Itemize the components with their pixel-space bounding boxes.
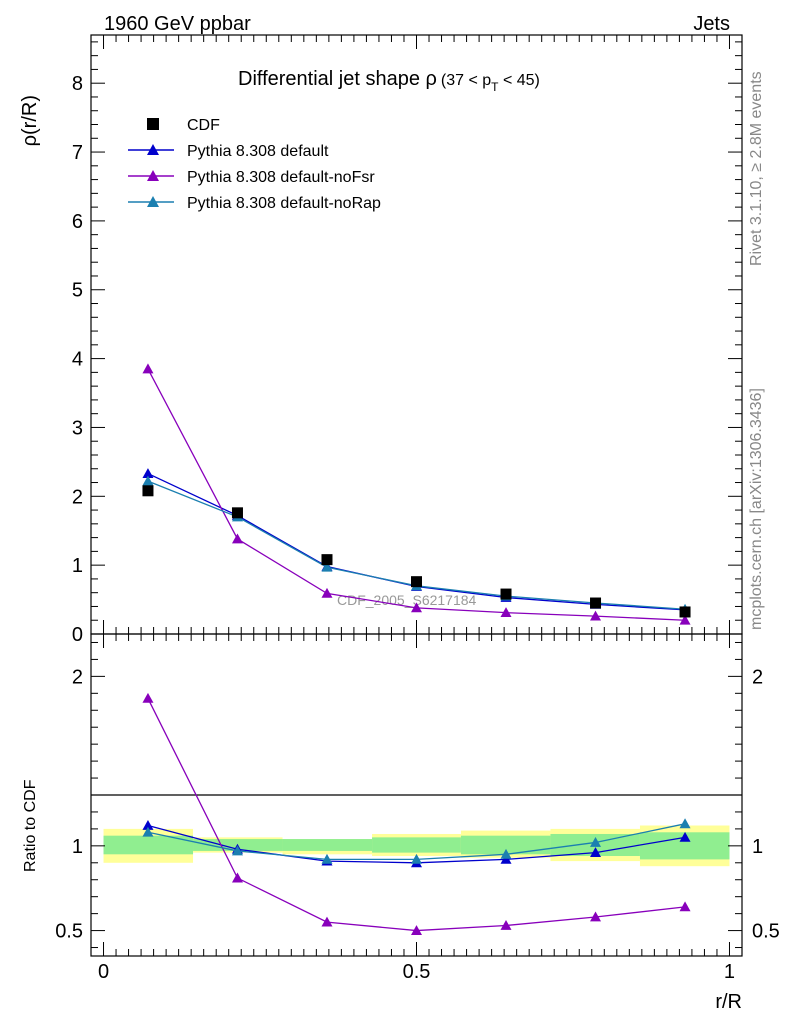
series-point-ratio xyxy=(590,911,602,922)
analysis-watermark: CDF_2005_S6217184 xyxy=(337,592,477,608)
series-point-ratio xyxy=(142,820,154,830)
series-point-main xyxy=(411,602,422,613)
y-tick-label: 7 xyxy=(72,142,83,164)
legend-label-default: Pythia 8.308 default xyxy=(187,143,329,160)
mcplots-label: mcplots.cern.ch [arXiv:1306.3436] xyxy=(748,388,765,630)
series-point-ratio xyxy=(321,853,333,864)
data-point xyxy=(679,606,691,618)
series-point-main xyxy=(142,475,154,486)
x-tick-label: 0.5 xyxy=(403,961,431,983)
series-point-ratio xyxy=(500,853,512,864)
main-ylabel: ρ(r/R) xyxy=(19,95,41,146)
data-point xyxy=(142,485,154,497)
y-tick-label: 2 xyxy=(72,486,83,508)
process-label: Jets xyxy=(693,13,730,35)
series-point-main xyxy=(142,468,154,478)
series-point-main xyxy=(679,614,691,625)
legend-marker-norap xyxy=(147,196,159,207)
series-point-ratio xyxy=(500,919,512,930)
data-point xyxy=(590,597,602,609)
legend-label-norap: Pythia 8.308 default-noRap xyxy=(187,195,381,212)
series-point-main xyxy=(500,607,512,618)
series-point-ratio xyxy=(321,916,333,927)
axes-layer: 0 0.5 1 0 1 2 3 4 5 6 7 8 0.5 0.5 1 1 2 2 xyxy=(55,35,780,983)
ratio-y-tick-label: 0.5 xyxy=(55,921,83,943)
series-point-ratio xyxy=(590,847,602,858)
data-point xyxy=(231,507,243,519)
title-range-post: < 45) xyxy=(499,72,540,89)
rivet-label: Rivet 3.1.10, ≥ 2.8M events xyxy=(748,71,765,266)
data-point xyxy=(321,554,333,566)
x-tick-label: 1 xyxy=(724,961,735,983)
series-point-ratio xyxy=(679,831,691,842)
data-point xyxy=(411,576,422,588)
ratio-y-tick-label-right: 2 xyxy=(752,666,763,688)
ratio-y-tick-label: 2 xyxy=(72,666,83,688)
legend-label-nofsr: Pythia 8.308 default-noFsr xyxy=(187,169,375,186)
series-point-ratio xyxy=(231,872,243,883)
ratio-band-inner xyxy=(372,837,461,853)
ratio-y-tick-label-right: 1 xyxy=(752,836,763,858)
series-point-ratio xyxy=(411,853,422,864)
ratio-plot-frame xyxy=(90,633,743,957)
series-point-ratio xyxy=(231,845,243,856)
series-point-ratio xyxy=(142,692,154,703)
title-main: Differential jet shape ρ xyxy=(238,68,437,90)
series-point-main xyxy=(321,587,333,598)
y-tick-label: 5 xyxy=(72,280,83,302)
legend-marker-nofsr xyxy=(147,170,159,181)
series-point-ratio xyxy=(590,836,602,847)
energy-label: 1960 GeV ppbar xyxy=(104,13,251,35)
ratio-ylabel: Ratio to CDF xyxy=(22,779,39,872)
y-tick-label: 0 xyxy=(72,624,83,646)
xlabel: r/R xyxy=(715,991,742,1013)
chart-title: Differential jet shape ρ (37 < pT < 45) xyxy=(238,68,540,94)
ratio-band-inner xyxy=(460,835,551,855)
series-point-main xyxy=(590,610,602,621)
legend-marker-cdf xyxy=(147,118,159,130)
ratio-band-inner xyxy=(282,839,373,851)
series-point-main xyxy=(321,561,333,572)
x-tick-label: 0 xyxy=(98,961,109,983)
legend-marker-default xyxy=(147,144,159,155)
legend: CDF Pythia 8.308 default Pythia 8.308 de… xyxy=(128,117,381,212)
data-point xyxy=(500,588,512,600)
series-point-main xyxy=(142,363,154,374)
title-range-sub: T xyxy=(491,80,499,94)
legend-label-cdf: CDF xyxy=(187,117,220,134)
ratio-band-inner xyxy=(103,835,194,855)
y-tick-label: 4 xyxy=(72,349,83,371)
y-tick-label: 1 xyxy=(72,555,83,577)
series-point-ratio xyxy=(679,818,691,829)
series-point-ratio xyxy=(679,901,691,912)
title-range-pre: (37 < p xyxy=(441,72,491,89)
series-point-ratio xyxy=(500,848,512,859)
ratio-y-tick-label: 1 xyxy=(72,836,83,858)
y-tick-label: 6 xyxy=(72,211,83,233)
series-point-main xyxy=(231,533,243,544)
ratio-y-tick-label-right: 0.5 xyxy=(752,921,780,943)
series-line-ratio xyxy=(147,698,686,932)
y-tick-label: 8 xyxy=(72,73,83,95)
series-point-ratio xyxy=(411,925,422,935)
series-layer xyxy=(142,363,691,935)
y-tick-label: 3 xyxy=(72,417,83,439)
series-point-ratio xyxy=(142,826,154,837)
